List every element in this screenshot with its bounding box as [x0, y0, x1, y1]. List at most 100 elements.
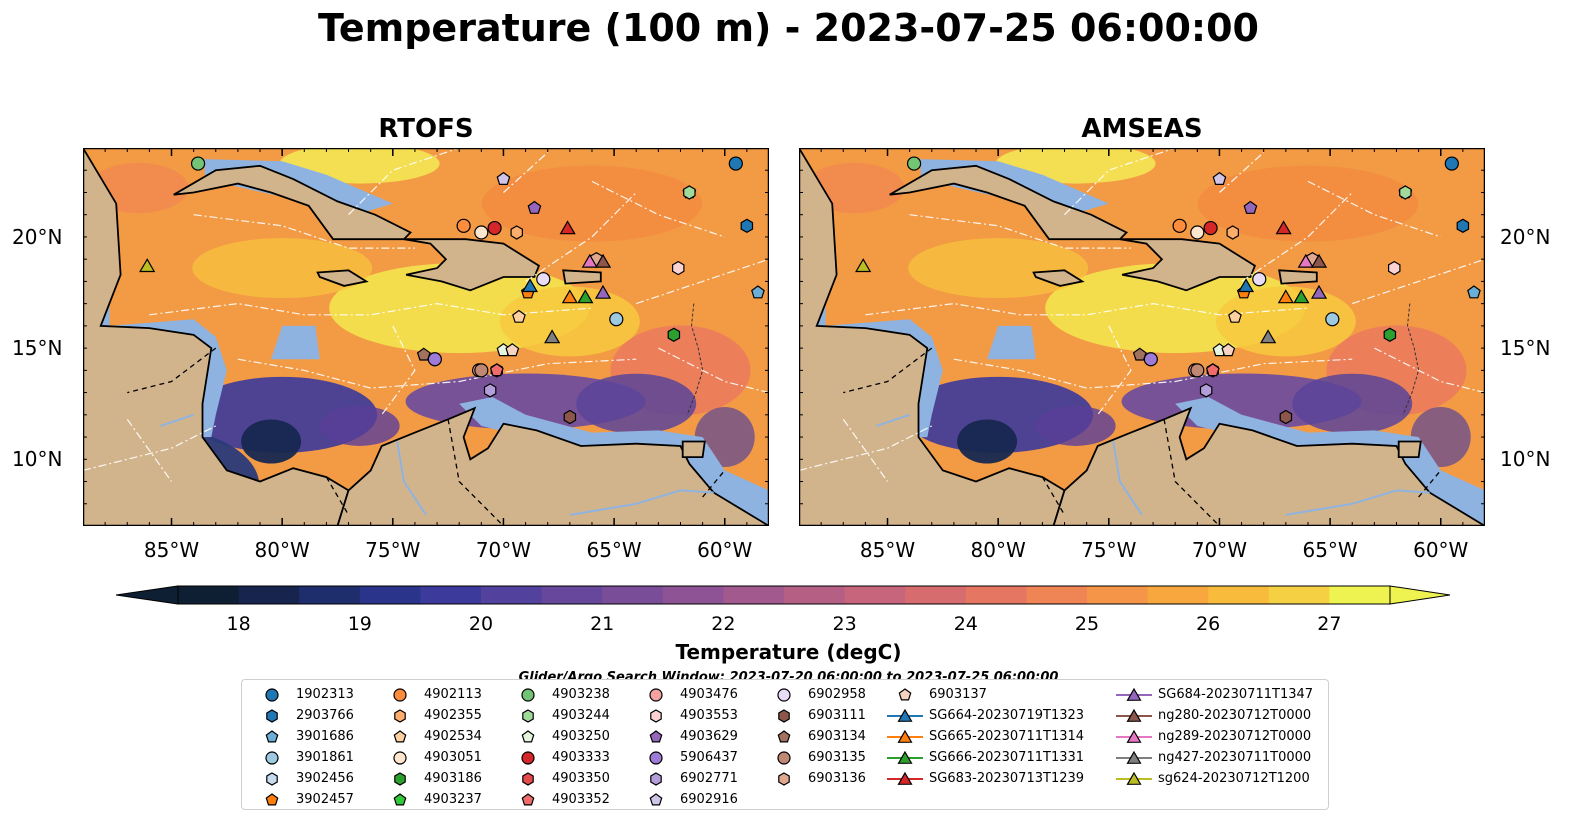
- colorbar-extend-min: [116, 585, 179, 605]
- eez-boundary: [381, 325, 416, 416]
- legend-label: 6903134: [808, 729, 866, 744]
- legend-marker-icon: [393, 751, 407, 765]
- legend-label: SG665-20230711T1314: [929, 729, 1085, 744]
- point-6903111: [1279, 409, 1293, 425]
- legend-marker: [650, 772, 662, 786]
- legend-marker: [897, 729, 913, 743]
- colorbar-segment: [1329, 586, 1391, 604]
- eez-boundary: [348, 148, 460, 216]
- lon-tick-label: 65°W: [1302, 538, 1358, 562]
- legend-label: 1902313: [296, 687, 354, 702]
- colorbar-tick-label: 18: [226, 613, 251, 635]
- legend-marker-icon: [887, 750, 923, 764]
- colorbar-segment: [238, 586, 300, 604]
- figure-title: Temperature (100 m) - 2023-07-25 06:00:0…: [317, 6, 1259, 50]
- legend-marker-icon: [649, 730, 663, 743]
- legend-marker: [1126, 771, 1142, 785]
- legend-marker-icon: [521, 751, 535, 765]
- legend-label: 3901861: [296, 750, 354, 765]
- colorbar-segment: [541, 586, 603, 604]
- colorbar-tick-label: 27: [1317, 613, 1342, 635]
- point-4903244: [683, 185, 696, 200]
- land-hispaniola: [1119, 238, 1257, 292]
- point-6902916: [1212, 171, 1227, 186]
- point-1902313: [1444, 156, 1459, 171]
- legend-marker-icon: [778, 772, 790, 786]
- land-puertoRico: [562, 269, 602, 285]
- point-6903135: [1190, 363, 1205, 378]
- shelf-region: [987, 325, 1036, 360]
- point-SG664-20230719T1323: [521, 278, 539, 293]
- depth-contour: [1402, 303, 1420, 415]
- legend-label: ng280-20230712T0000: [1158, 708, 1312, 723]
- point-4902113: [1172, 218, 1187, 233]
- eez-boundary: [953, 358, 1353, 389]
- legend-label: 4903250: [552, 729, 610, 744]
- legend-label: ng289-20230712T0000: [1158, 729, 1312, 744]
- map-panel-amseas[interactable]: [799, 148, 1485, 526]
- legend-marker-icon: [649, 793, 663, 806]
- land-jamaica: [316, 269, 369, 287]
- lon-tick-label: 65°W: [586, 538, 642, 562]
- point-4903352: [489, 363, 504, 377]
- colorbar-segment: [844, 586, 906, 604]
- point-4903333: [1203, 220, 1218, 236]
- colorbar-tick-label: 19: [347, 613, 372, 635]
- legend-marker: [650, 709, 662, 723]
- legend-label: 6903137: [929, 687, 987, 702]
- legend-marker: [1126, 708, 1142, 722]
- temperature-patch: [192, 238, 373, 299]
- point-SG665-20230711T1314: [1277, 289, 1294, 304]
- temperature-patch: [1215, 286, 1356, 357]
- point-3901861: [609, 312, 624, 327]
- point-4903352: [1205, 363, 1220, 377]
- legend-marker: [266, 709, 278, 723]
- lon-tick-label: 80°W: [254, 538, 310, 562]
- point-6903111: [563, 409, 577, 425]
- temperature-patch: [499, 286, 640, 357]
- legend-marker-icon: [393, 688, 407, 702]
- legend-label: 3901686: [296, 729, 354, 744]
- legend-marker: [521, 730, 535, 743]
- colorbar-segment: [784, 586, 846, 604]
- eez-boundary: [126, 418, 172, 482]
- point-2903766: [740, 218, 754, 233]
- legend-label: 4903237: [424, 792, 482, 807]
- land-trinidad: [1397, 440, 1422, 459]
- colorbar-tick-label: 23: [832, 613, 857, 635]
- legend-marker-icon: [777, 688, 791, 702]
- legend-marker: [777, 730, 791, 743]
- map-panel-rtofs[interactable]: [83, 148, 769, 526]
- legend-marker-icon: [265, 688, 279, 702]
- legend-marker-icon: [650, 709, 662, 723]
- point-SG684-20230711T1347: [1310, 284, 1328, 299]
- colorbar-segment: [359, 586, 421, 604]
- border-line: [702, 469, 726, 498]
- lat-tick-label-left: 15°N: [12, 336, 63, 361]
- point-ng427-20230711T0000: [1260, 329, 1277, 344]
- colorbar-segment: [1208, 586, 1270, 604]
- temperature-patch: [908, 238, 1089, 299]
- legend-label: 4903244: [552, 708, 610, 723]
- legend-marker: [521, 751, 535, 765]
- point-4903051: [1190, 225, 1205, 240]
- legend-marker-icon: [1116, 750, 1152, 764]
- legend-marker: [265, 688, 279, 702]
- eez-boundary: [1097, 325, 1132, 416]
- eez-boundary: [799, 425, 933, 471]
- point-SG666-20230711T1331: [1293, 289, 1310, 304]
- land-hispaniola: [403, 238, 541, 292]
- legend-marker: [1126, 729, 1142, 743]
- legend-label: 4903629: [680, 729, 738, 744]
- panel-title-amseas: AMSEAS: [1081, 114, 1203, 144]
- legend-label: 4903051: [424, 750, 482, 765]
- eez-boundary: [1219, 151, 1265, 193]
- point-ng427-20230711T0000: [544, 329, 561, 344]
- point-SG665-20230711T1314: [561, 289, 578, 304]
- point-6903134: [1132, 347, 1147, 361]
- point-SG683-20230713T1239: [559, 220, 576, 235]
- eez-boundary: [1064, 148, 1176, 216]
- colorbar-frame: [177, 585, 1391, 605]
- legend-label: 6903111: [808, 708, 866, 723]
- eez-boundary: [909, 214, 1131, 249]
